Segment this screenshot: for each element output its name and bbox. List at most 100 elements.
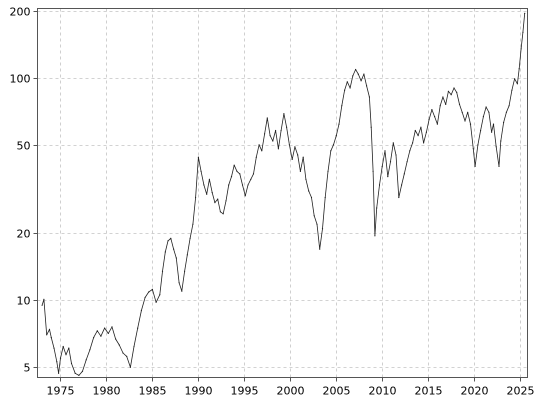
data-point	[59, 357, 62, 359]
data-point	[155, 301, 157, 303]
data-point	[305, 178, 307, 180]
data-point	[208, 178, 210, 180]
data-point	[197, 156, 199, 158]
data-point	[170, 237, 172, 239]
data-point	[524, 12, 526, 14]
data-point	[50, 337, 52, 339]
data-point	[469, 123, 472, 125]
data-point	[241, 184, 244, 186]
data-point	[297, 154, 299, 156]
data-point	[431, 109, 433, 111]
data-point	[357, 73, 359, 75]
data-point	[492, 123, 495, 125]
data-point	[467, 111, 469, 113]
data-point	[514, 78, 516, 80]
data-point	[294, 146, 296, 148]
data-point	[368, 96, 370, 98]
data-point	[58, 372, 60, 374]
data-point	[450, 94, 452, 96]
data-point	[299, 170, 301, 172]
x-tick-label: 2010	[369, 385, 397, 398]
data-point	[118, 344, 120, 346]
data-point	[286, 126, 288, 128]
data-point	[65, 354, 67, 356]
axis-ticks	[33, 11, 521, 382]
data-point	[414, 129, 416, 132]
data-point	[192, 223, 194, 225]
data-point	[381, 165, 383, 167]
grid-lines	[37, 8, 528, 378]
data-point	[474, 165, 476, 167]
data-point	[423, 142, 425, 144]
data-point	[480, 129, 482, 132]
data-point	[363, 73, 365, 75]
data-point	[482, 116, 484, 118]
data-point	[370, 126, 372, 128]
data-point	[319, 248, 321, 250]
data-point	[485, 106, 487, 108]
data-point	[291, 158, 293, 160]
data-point	[372, 170, 374, 172]
data-point	[313, 215, 315, 217]
data-point	[376, 207, 378, 209]
data-point	[316, 223, 318, 225]
data-point	[255, 156, 257, 158]
data-point	[144, 296, 146, 299]
data-point	[233, 164, 235, 166]
x-tick-label: 2015	[415, 385, 443, 398]
data-point	[195, 196, 197, 199]
data-point	[78, 374, 80, 376]
data-point	[140, 309, 142, 312]
data-point	[520, 48, 522, 50]
data-point	[522, 31, 524, 33]
data-point	[417, 135, 419, 137]
x-tick-label: 2025	[507, 385, 535, 398]
data-point	[219, 211, 221, 213]
data-point	[173, 248, 175, 250]
data-point	[335, 135, 337, 137]
data-point	[151, 288, 153, 290]
data-point	[186, 254, 188, 256]
tick-labels: 1975 1980 1985 1990 1995 2000 2005 2010 2015 2020…	[10, 6, 535, 398]
data-point	[200, 170, 202, 172]
x-tick-label: 1980	[93, 385, 121, 398]
data-point	[89, 349, 91, 351]
data-point	[338, 123, 340, 125]
data-point	[403, 173, 405, 175]
data-point	[330, 150, 332, 152]
data-point	[458, 103, 461, 105]
y-tick-label: 100	[10, 73, 31, 86]
data-point	[389, 161, 392, 163]
x-tick-label: 1990	[185, 385, 213, 398]
data-point	[214, 202, 216, 204]
data-point	[96, 330, 98, 332]
data-point	[230, 176, 233, 178]
data-point	[161, 270, 164, 272]
data-point	[288, 144, 290, 146]
data-point	[352, 75, 354, 77]
data-point	[447, 90, 449, 92]
data-point	[445, 103, 447, 105]
data-point	[406, 161, 408, 163]
data-point	[236, 170, 238, 172]
data-point	[516, 83, 519, 85]
data-point	[261, 150, 263, 152]
data-point	[302, 156, 304, 158]
data-point	[409, 150, 411, 152]
data-point	[159, 294, 161, 296]
data-point	[266, 117, 268, 119]
data-point	[164, 251, 166, 253]
data-point	[464, 120, 466, 122]
y-tick-label: 10	[17, 295, 31, 308]
data-point	[228, 184, 230, 186]
data-point	[436, 123, 438, 125]
data-point	[500, 140, 502, 142]
data-point	[148, 291, 150, 293]
data-point	[332, 144, 335, 146]
data-point	[324, 196, 326, 199]
x-tick-label: 2005	[323, 385, 351, 398]
data-point	[360, 80, 362, 82]
data-point	[439, 105, 441, 107]
data-point	[247, 184, 249, 186]
